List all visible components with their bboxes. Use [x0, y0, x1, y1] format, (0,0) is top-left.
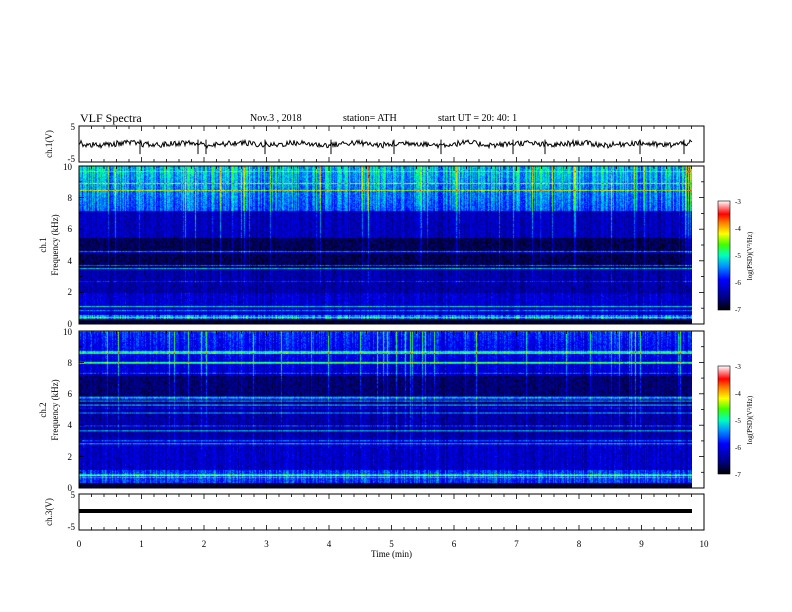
xtick-10: 10 [700, 539, 710, 549]
xtick-2: 2 [202, 539, 207, 549]
ch1-spec-ytick-10: 10 [63, 162, 73, 172]
xtick-6: 6 [452, 539, 457, 549]
ch1-spec-ytick-4: 4 [68, 256, 73, 266]
ch3-ylabel: ch.3(V) [44, 498, 54, 526]
ch1-ylabel: ch.1(V) [44, 130, 54, 158]
time-axis-ticks [78, 126, 705, 530]
ch1-waveform-panel: 5 -5 ch.1(V) [44, 122, 705, 164]
ch1-spec-ytick-6: 6 [68, 224, 73, 234]
ch2-spec-ytick-0: 0 [68, 483, 73, 493]
xtick-7: 7 [514, 539, 519, 549]
xtick-3: 3 [264, 539, 269, 549]
ch3-ytick-bottom: -5 [68, 522, 76, 532]
ch2-colorbar [717, 365, 731, 475]
ch2-spectrogram-heatmap [79, 331, 692, 488]
ch2-cb-tick-4: -4 [735, 390, 741, 398]
ch1-ytick-bottom: -5 [68, 154, 76, 164]
ch3-ytick-top: 5 [71, 490, 76, 500]
ch3-waveform-panel: 5 -5 ch.3(V) [44, 490, 705, 532]
ch1-spectrogram-heatmap [79, 166, 692, 324]
xtick-5: 5 [389, 539, 394, 549]
ch1-spec-ytick-2: 2 [68, 287, 73, 297]
x-axis-label: Time (min) [371, 549, 412, 559]
ch2-spec-ytick-8: 8 [68, 358, 73, 368]
ch1-spec-ytick-0: 0 [68, 319, 73, 329]
xtick-8: 8 [577, 539, 582, 549]
xtick-9: 9 [639, 539, 644, 549]
ch2-spec-ytick-2: 2 [68, 452, 73, 462]
ch1-cb-tick-6: -6 [735, 279, 741, 287]
ch2-spec-ytick-4: 4 [68, 420, 73, 430]
ch1-spectrogram-panel: 0 2 4 6 8 10 ch.1 Frequency (kHz) -3 -4 … [38, 162, 754, 329]
ch2-spec-ylabel-frequency: Frequency (kHz) [50, 379, 60, 440]
ch2-spec-ytick-10: 10 [63, 327, 73, 337]
ch2-cb-tick-7: -7 [735, 471, 741, 479]
ch2-cb-tick-6: -6 [735, 444, 741, 452]
ch2-spectrogram-panel: 0 2 4 6 8 10 ch.2 Frequency (kHz) -3 -4 … [38, 327, 754, 493]
ch2-colorbar-label: log(PSD)(V²/Hz) [746, 395, 754, 444]
start-time-label: start UT = 20: 40: 1 [438, 113, 518, 124]
xtick-1: 1 [139, 539, 144, 549]
ch2-cb-tick-5: -5 [735, 417, 741, 425]
xtick-4: 4 [327, 539, 332, 549]
ch1-cb-tick-7: -7 [735, 306, 741, 314]
date-label: Nov.3 , 2018 [250, 113, 302, 124]
ch1-ytick-top: 5 [71, 122, 76, 132]
ch1-cb-tick-5: -5 [735, 252, 741, 260]
station-label: station= ATH [343, 113, 397, 124]
figure-title: VLF Spectra [80, 111, 142, 125]
ch1-spec-ytick-8: 8 [68, 193, 73, 203]
ch2-spec-ylabel-channel: ch.2 [38, 402, 48, 417]
ch1-colorbar-label: log(PSD)(V²/Hz) [746, 231, 754, 280]
xtick-0: 0 [77, 539, 82, 549]
time-axis-labels: 0 1 2 3 4 5 6 7 8 9 10 Time (min) [77, 539, 709, 559]
ch1-cb-tick-4: -4 [735, 225, 741, 233]
ch1-spec-ylabel-frequency: Frequency (kHz) [50, 214, 60, 275]
ch2-spec-ytick-6: 6 [68, 389, 73, 399]
ch1-colorbar [717, 200, 731, 311]
ch1-cb-tick-3: -3 [735, 198, 741, 206]
ch2-cb-tick-3: -3 [735, 363, 741, 371]
ch1-spec-ylabel-channel: ch.1 [38, 237, 48, 252]
ch1-waveform-trace [78, 138, 693, 150]
ch1-spikes [139, 139, 685, 155]
